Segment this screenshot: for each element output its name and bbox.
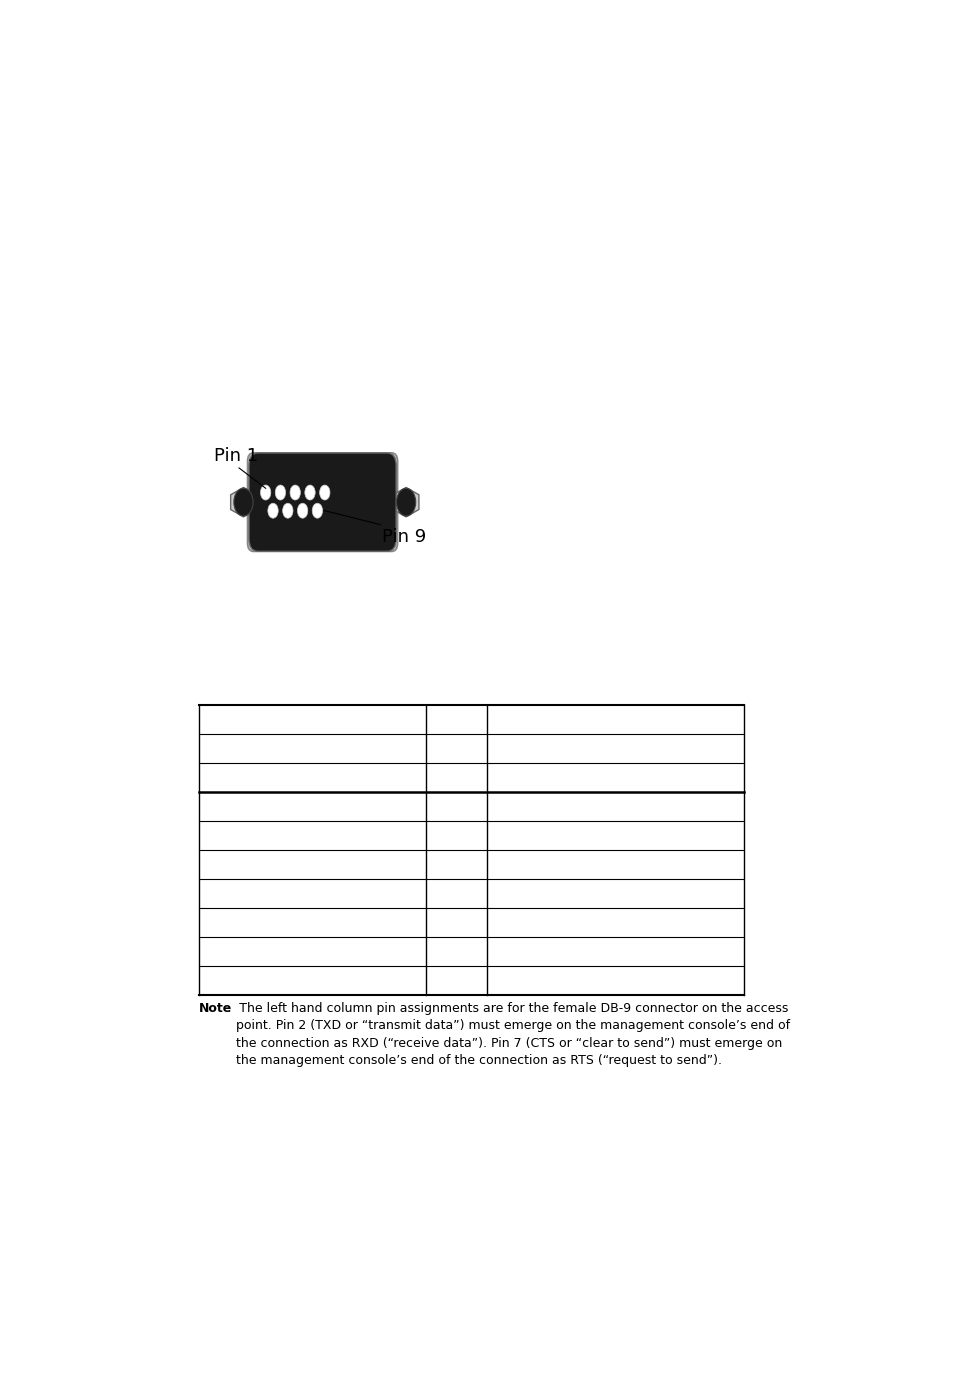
Polygon shape xyxy=(231,487,256,516)
Circle shape xyxy=(305,484,314,500)
Text: Pin 9: Pin 9 xyxy=(381,527,426,545)
Circle shape xyxy=(233,489,253,516)
Circle shape xyxy=(275,484,285,500)
Circle shape xyxy=(260,484,271,500)
Text: the management console’s end of the connection as RTS (“request to send”).: the management console’s end of the conn… xyxy=(235,1053,721,1066)
Circle shape xyxy=(297,504,308,518)
Circle shape xyxy=(290,484,300,500)
Circle shape xyxy=(396,489,416,516)
Circle shape xyxy=(268,504,278,518)
Text: Note: Note xyxy=(199,1002,233,1016)
FancyBboxPatch shape xyxy=(249,452,395,551)
FancyBboxPatch shape xyxy=(247,452,397,551)
Text: the connection as RXD (“receive data”). Pin 7 (CTS or “clear to send”) must emer: the connection as RXD (“receive data”). … xyxy=(235,1037,781,1049)
Circle shape xyxy=(312,504,322,518)
Polygon shape xyxy=(393,487,418,516)
Text: point. Pin 2 (TXD or “transmit data”) must emerge on the management console’s en: point. Pin 2 (TXD or “transmit data”) mu… xyxy=(235,1019,789,1033)
Circle shape xyxy=(319,484,330,500)
Text: :  The left hand column pin assignments are for the female DB-9 connector on the: : The left hand column pin assignments a… xyxy=(227,1002,788,1016)
Circle shape xyxy=(282,504,293,518)
Text: Pin 1: Pin 1 xyxy=(213,447,257,465)
